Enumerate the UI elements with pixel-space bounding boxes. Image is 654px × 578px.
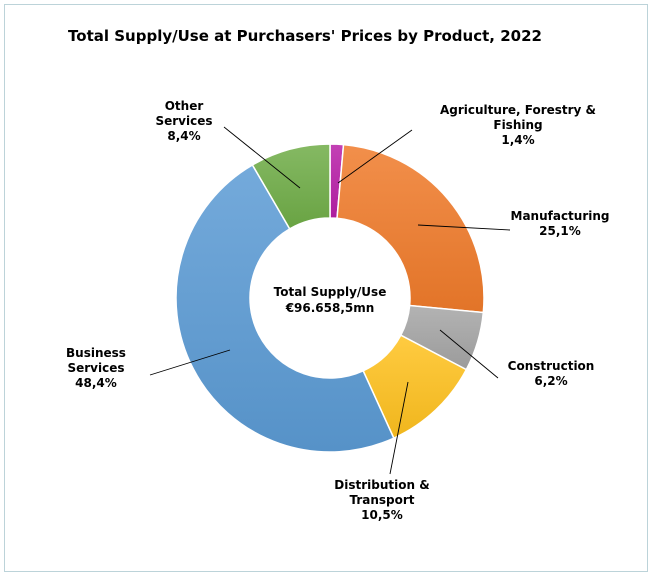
slice-label: Distribution & Transport 10,5% bbox=[334, 478, 429, 522]
slice-label: Agriculture, Forestry & Fishing 1,4% bbox=[440, 103, 596, 147]
chart-title: Total Supply/Use at Purchasers' Prices b… bbox=[68, 27, 542, 45]
chart-frame bbox=[4, 4, 648, 572]
leader-line bbox=[149, 349, 231, 376]
center-label-value: €96.658,5mn bbox=[285, 301, 375, 315]
slice-label: Other Services 8,4% bbox=[155, 99, 212, 143]
slice-label: Construction 6,2% bbox=[508, 359, 595, 388]
leader-line bbox=[389, 381, 409, 475]
leader-line bbox=[337, 129, 413, 184]
slice-label: Manufacturing 25,1% bbox=[511, 209, 610, 238]
leader-line bbox=[439, 329, 499, 379]
leader-line bbox=[417, 224, 511, 231]
center-label-total: Total Supply/Use bbox=[274, 285, 387, 299]
leader-line bbox=[223, 126, 301, 189]
slice-label: Business Services 48,4% bbox=[66, 346, 126, 390]
slice-business-services bbox=[175, 163, 395, 453]
slice-manufacturing bbox=[336, 143, 485, 314]
